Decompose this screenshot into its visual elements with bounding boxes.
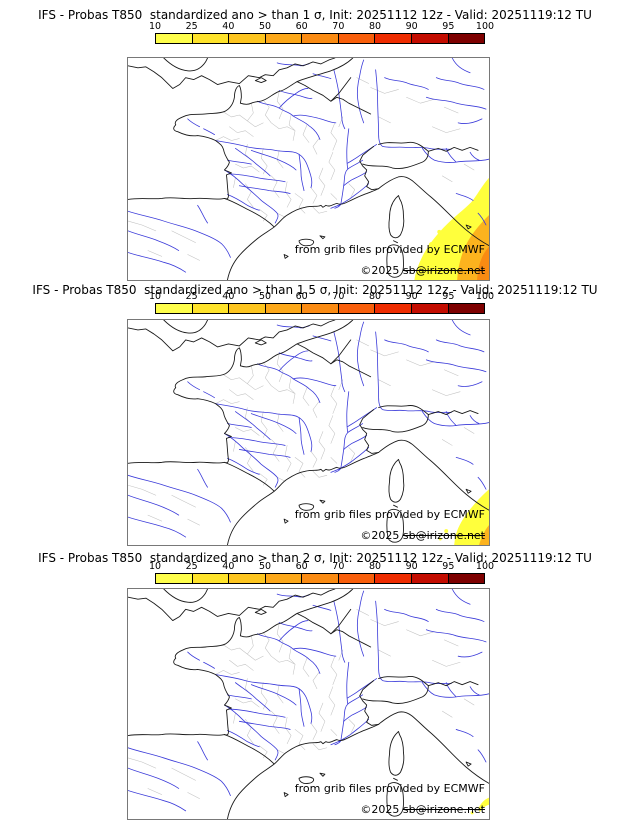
colorbar-tick-label: 95	[442, 561, 455, 572]
colorbar-segment	[264, 304, 302, 313]
colorbar-tick-label: 80	[368, 561, 382, 572]
credit-provider: from grib files provided by ECMWF	[294, 508, 485, 521]
colorbar-segment	[374, 304, 411, 313]
credit-email: sb@irizone.net	[402, 264, 485, 277]
colorbar-segment	[156, 304, 192, 313]
colorbar-segment	[228, 34, 265, 43]
colorbar-tick-label: 95	[442, 291, 455, 302]
colorbar-ticks: 10 25 40 50 60 70 80 90 95 100	[149, 561, 494, 573]
colorbar-tick-label: 40	[222, 291, 235, 302]
colorbar-segment	[191, 34, 229, 43]
anomaly-shading	[470, 797, 489, 815]
colorbar-segment	[301, 574, 338, 583]
colorbar-tick-label: 50	[258, 561, 272, 572]
colorbar: 10 25 40 50 60 70 80 90 95 100	[149, 21, 494, 44]
map-france-2sigma: from grib files provided by ECMWF ©2025 …	[127, 588, 490, 820]
colorbar-tick-label: 40	[222, 561, 235, 572]
anomaly-shading	[414, 177, 489, 280]
colorbar-segment	[191, 304, 229, 313]
colorbar-segment	[374, 574, 411, 583]
panel-sigma-1: IFS - Probas T850 standardized ano > tha…	[0, 4, 630, 281]
colorbar-tick-label: 50	[258, 291, 272, 302]
colorbar-segment	[156, 34, 192, 43]
colorbar-ticks: 10 25 40 50 60 70 80 90 95 100	[149, 291, 494, 303]
colorbar: 10 25 40 50 60 70 80 90 95 100	[149, 561, 494, 584]
colorbar-tick-label: 25	[185, 291, 198, 302]
colorbar-segment	[447, 304, 485, 313]
colorbar-segment	[264, 574, 302, 583]
colorbar-tick-label: 25	[185, 561, 198, 572]
panel-title: IFS - Probas T850 standardized ano > tha…	[32, 283, 598, 297]
credit-copyright-year: ©2025	[360, 264, 403, 277]
colorbar-segment	[410, 304, 448, 313]
credit-copyright: ©2025 sb@irizone.net	[360, 264, 485, 277]
colorbar-tick-label: 80	[368, 291, 382, 302]
colorbar-bar	[155, 33, 485, 44]
map-canvas	[128, 589, 489, 819]
colorbar-tick-label: 90	[405, 21, 418, 32]
credit-email: sb@irizone.net	[402, 803, 485, 816]
map-france-1-5sigma: from grib files provided by ECMWF ©2025 …	[127, 319, 490, 546]
colorbar-segment	[374, 34, 411, 43]
colorbar-tick-label: 70	[332, 561, 345, 572]
colorbar-segment	[156, 574, 192, 583]
colorbar-segment	[191, 574, 229, 583]
colorbar-segment	[447, 574, 485, 583]
colorbar-tick-label: 10	[148, 21, 162, 32]
credit-copyright-year: ©2025	[360, 803, 403, 816]
panel-title: IFS - Probas T850 standardized ano > tha…	[38, 8, 592, 22]
credit-copyright: ©2025 sb@irizone.net	[360, 803, 485, 816]
credit-copyright-year: ©2025	[360, 529, 403, 542]
colorbar-segment	[228, 574, 265, 583]
panel-title: IFS - Probas T850 standardized ano > tha…	[38, 551, 592, 565]
colorbar-segment	[410, 574, 448, 583]
credit-email: sb@irizone.net	[402, 529, 485, 542]
panel-sigma-2: IFS - Probas T850 standardized ano > tha…	[0, 548, 630, 820]
colorbar-bar	[155, 303, 485, 314]
colorbar-tick-label: 90	[405, 291, 418, 302]
credit-provider: from grib files provided by ECMWF	[294, 782, 485, 795]
colorbar-bar	[155, 573, 485, 584]
colorbar-tick-label: 50	[258, 21, 272, 32]
colorbar-tick-label: 10	[148, 291, 162, 302]
credit-copyright: ©2025 sb@irizone.net	[360, 529, 485, 542]
colorbar-segment	[337, 34, 375, 43]
colorbar-tick-label: 10	[148, 561, 162, 572]
colorbar-tick-label: 60	[295, 561, 308, 572]
colorbar-tick-label: 100	[475, 561, 495, 572]
colorbar-ticks: 10 25 40 50 60 70 80 90 95 100	[149, 21, 494, 33]
colorbar-tick-label: 95	[442, 21, 455, 32]
colorbar-tick-label: 100	[475, 21, 495, 32]
colorbar-segment	[337, 574, 375, 583]
colorbar-tick-label: 100	[475, 291, 495, 302]
colorbar-tick-label: 40	[222, 21, 235, 32]
colorbar-tick-label: 25	[185, 21, 198, 32]
anomaly-shading	[438, 489, 489, 545]
colorbar-tick-label: 90	[405, 561, 418, 572]
map-france-1sigma: from grib files provided by ECMWF ©2025 …	[127, 57, 490, 281]
colorbar: 10 25 40 50 60 70 80 90 95 100	[149, 291, 494, 314]
credit-provider: from grib files provided by ECMWF	[294, 243, 485, 256]
colorbar-segment	[337, 304, 375, 313]
colorbar-tick-label: 60	[295, 291, 308, 302]
colorbar-segment	[447, 34, 485, 43]
colorbar-segment	[410, 34, 448, 43]
colorbar-segment	[228, 304, 265, 313]
colorbar-tick-label: 70	[332, 291, 345, 302]
panel-sigma-1-5: IFS - Probas T850 standardized ano > tha…	[0, 279, 630, 546]
colorbar-segment	[301, 304, 338, 313]
colorbar-tick-label: 70	[332, 21, 345, 32]
colorbar-tick-label: 80	[368, 21, 382, 32]
colorbar-segment	[301, 34, 338, 43]
map-canvas	[128, 58, 489, 280]
colorbar-segment	[264, 34, 302, 43]
colorbar-tick-label: 60	[295, 21, 308, 32]
map-canvas	[128, 320, 489, 545]
